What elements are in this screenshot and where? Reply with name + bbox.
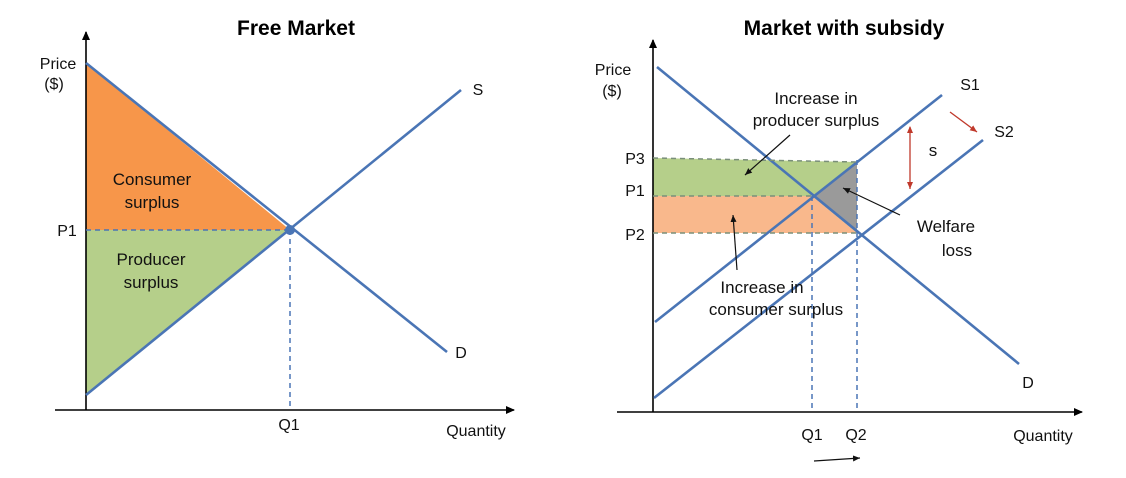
free-market-panel: Free Market Price ($) Quantity S D P1 Q1… [40, 17, 515, 440]
producer-increase-label-line1: Increase in [774, 89, 857, 108]
consumer-increase-label-line1: Increase in [720, 278, 803, 297]
price-axis-unit-right: ($) [602, 83, 622, 100]
s2-label: S2 [994, 124, 1014, 141]
price-axis-label: Price [40, 56, 77, 73]
s1-label: S1 [960, 77, 980, 94]
subsidy-label: s [929, 141, 938, 160]
subsidy-market-title: Market with subsidy [744, 17, 945, 40]
quantity-axis-label: Quantity [446, 423, 506, 440]
producer-surplus-label-line2: surplus [124, 273, 179, 292]
consumer-surplus-label-line1: Consumer [113, 170, 192, 189]
consumer-surplus-increase-area [653, 196, 857, 233]
price-axis-label-right: Price [595, 62, 632, 79]
consumer-increase-pointer [730, 214, 738, 271]
consumer-surplus-label-line2: surplus [125, 193, 180, 212]
consumer-increase-label-line2: consumer surplus [709, 300, 843, 319]
producer-increase-pointer [744, 134, 791, 176]
subsidy-market-panel: Market with subsidy Price ($) Quantity S… [595, 17, 1083, 462]
supply-shift-arrow [949, 111, 978, 133]
q1-tick-label: Q1 [278, 417, 299, 434]
welfare-loss-area [812, 162, 857, 233]
free-market-title: Free Market [237, 17, 355, 40]
welfare-loss-label-line2: loss [942, 241, 972, 260]
p1-tick-label: P1 [57, 223, 77, 240]
supply-curve-s2 [653, 138, 984, 400]
welfare-loss-label-line1: Welfare [917, 217, 975, 236]
p3-guide-line [652, 157, 858, 163]
supply-curve-s1 [654, 93, 943, 324]
producer-increase-label-line2: producer surplus [753, 111, 880, 130]
quantity-axis-label-right: Quantity [1013, 428, 1073, 445]
demand-curve-right [656, 65, 1020, 366]
price-axis-unit: ($) [44, 76, 64, 93]
p3-tick-label: P3 [625, 151, 645, 168]
quantity-increase-arrow [813, 455, 861, 462]
supply-label: S [473, 82, 484, 99]
demand-curve [85, 61, 448, 354]
demand-label: D [455, 345, 467, 362]
q2-tick-label: Q2 [845, 427, 866, 444]
q1-tick-label-right: Q1 [801, 427, 822, 444]
supply-curve [85, 88, 462, 397]
producer-surplus-label-line1: Producer [117, 250, 186, 269]
demand-label-right: D [1022, 375, 1034, 392]
p2-tick-label: P2 [625, 227, 645, 244]
welfare-loss-pointer [842, 187, 901, 216]
p1-tick-label-right: P1 [625, 183, 645, 200]
equilibrium-point [285, 225, 295, 235]
